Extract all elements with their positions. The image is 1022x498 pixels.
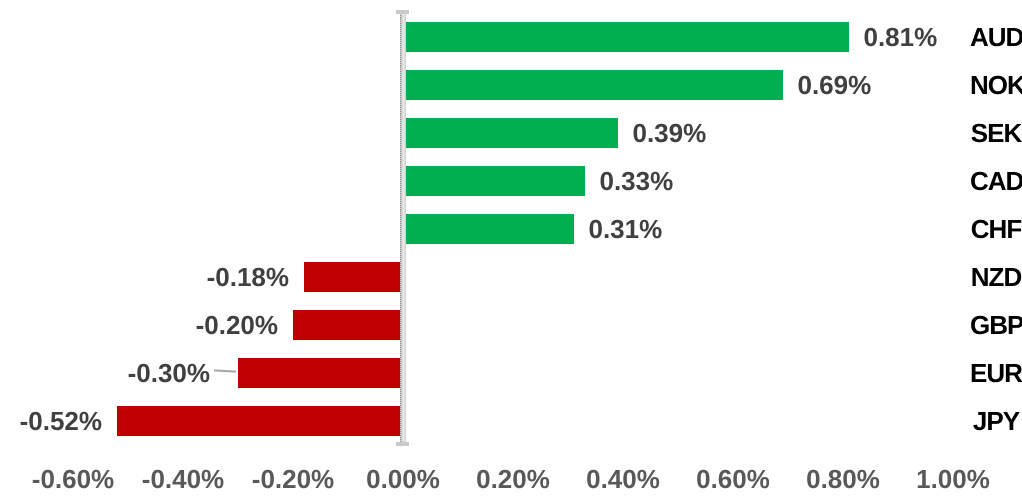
bar-chf[interactable] bbox=[406, 214, 574, 244]
category-label-nok: NOK bbox=[970, 70, 1022, 100]
x-axis-tick-label: 0.60% bbox=[696, 464, 770, 494]
x-axis-tick-label: 0.80% bbox=[806, 464, 880, 494]
axis-tick-top bbox=[396, 10, 409, 14]
value-label-chf: 0.31% bbox=[588, 214, 663, 244]
category-label-nzd: NZD bbox=[970, 262, 1022, 292]
category-label-sek: SEK bbox=[970, 118, 1022, 148]
category-label-cad: CAD bbox=[970, 166, 1022, 196]
value-label-eur: -0.30% bbox=[127, 358, 210, 388]
value-label-sek: 0.39% bbox=[632, 118, 707, 148]
value-label-nzd: -0.18% bbox=[206, 262, 289, 292]
leader-line-eur bbox=[213, 369, 237, 373]
value-label-cad: 0.33% bbox=[599, 166, 674, 196]
x-axis-tick-label: 0.00% bbox=[366, 464, 440, 494]
category-label-chf: CHF bbox=[970, 214, 1022, 244]
value-label-gbp: -0.20% bbox=[195, 310, 278, 340]
value-label-nok: 0.69% bbox=[797, 70, 872, 100]
bar-gbp[interactable] bbox=[293, 310, 400, 340]
bar-nzd[interactable] bbox=[304, 262, 400, 292]
value-label-jpy: -0.52% bbox=[19, 406, 102, 436]
category-label-gbp: GBP bbox=[970, 310, 1022, 340]
category-label-eur: EUR bbox=[970, 358, 1022, 388]
bar-eur[interactable] bbox=[238, 358, 400, 388]
zero-axis-line bbox=[400, 10, 406, 446]
x-axis-tick-label: -0.60% bbox=[31, 464, 115, 494]
bar-nok[interactable] bbox=[406, 70, 783, 100]
bar-sek[interactable] bbox=[406, 118, 618, 148]
x-axis-tick-label: -0.40% bbox=[141, 464, 225, 494]
x-axis-tick-label: -0.20% bbox=[251, 464, 335, 494]
x-axis-tick-label: 0.40% bbox=[586, 464, 660, 494]
value-label-aud: 0.81% bbox=[863, 22, 938, 52]
category-label-jpy: JPY bbox=[972, 406, 1020, 436]
bar-aud[interactable] bbox=[406, 22, 849, 52]
x-axis-tick-label: 0.20% bbox=[476, 464, 550, 494]
axis-tick-bottom bbox=[396, 442, 409, 446]
category-label-aud: AUD bbox=[970, 22, 1022, 52]
x-axis-tick-label: 1.00% bbox=[916, 464, 990, 494]
bar-cad[interactable] bbox=[406, 166, 585, 196]
bar-jpy[interactable] bbox=[117, 406, 400, 436]
